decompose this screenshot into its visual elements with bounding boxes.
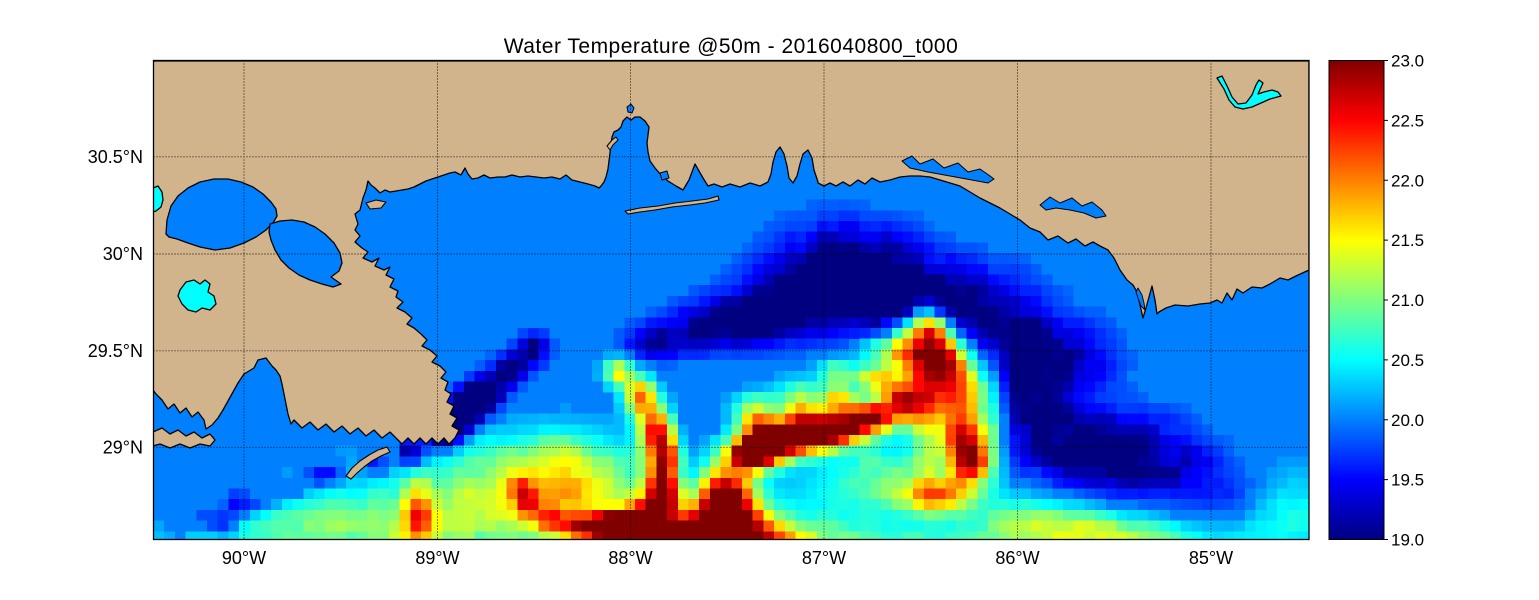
svg-text:88°W: 88°W (608, 548, 652, 568)
svg-text:30.5°N: 30.5°N (88, 147, 143, 167)
svg-text:21.5: 21.5 (1391, 231, 1424, 250)
svg-text:19.5: 19.5 (1391, 471, 1424, 490)
svg-text:21.0: 21.0 (1391, 291, 1424, 310)
svg-text:30°N: 30°N (103, 244, 143, 264)
svg-text:Water Temperature @50m - 20160: Water Temperature @50m - 2016040800_t000 (504, 35, 959, 58)
svg-text:89°W: 89°W (415, 548, 459, 568)
svg-text:20.5: 20.5 (1391, 351, 1424, 370)
svg-text:29°N: 29°N (103, 437, 143, 457)
svg-text:19.0: 19.0 (1391, 531, 1424, 550)
svg-text:86°W: 86°W (995, 548, 1039, 568)
svg-text:22.0: 22.0 (1391, 171, 1424, 190)
svg-text:29.5°N: 29.5°N (88, 341, 143, 361)
svg-text:87°W: 87°W (802, 548, 846, 568)
svg-text:22.5: 22.5 (1391, 111, 1424, 130)
svg-text:23.0: 23.0 (1391, 52, 1424, 71)
svg-text:20.0: 20.0 (1391, 411, 1424, 430)
svg-text:90°W: 90°W (222, 548, 266, 568)
svg-text:85°W: 85°W (1189, 548, 1233, 568)
